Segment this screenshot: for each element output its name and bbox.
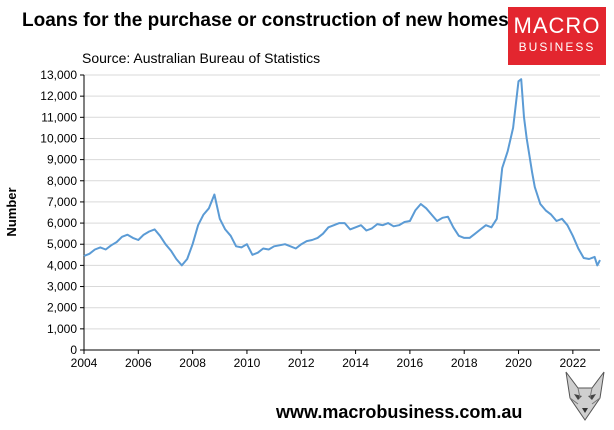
y-tick-label: 1,000 — [47, 322, 77, 336]
source-note: Source: Australian Bureau of Statistics — [82, 50, 321, 66]
y-tick-label: 2,000 — [47, 301, 77, 315]
wolf-icon — [560, 368, 610, 424]
y-tick-label: 7,000 — [47, 195, 77, 209]
x-tick-label: 2022 — [559, 356, 586, 370]
y-tick-label: 12,000 — [40, 89, 77, 103]
y-tick-label: 6,000 — [47, 216, 77, 230]
logo-line-2: BUSINESS — [518, 40, 596, 54]
axis-layer: 0 1,000 2,000 3,000 4,000 5,000 6,000 7,000 8,00… — [40, 68, 600, 370]
x-tick-label: 2018 — [451, 356, 478, 370]
y-axis-title: Number — [4, 187, 19, 236]
x-tick-label: 2014 — [342, 356, 369, 370]
y-tick-label: 10,000 — [40, 131, 77, 145]
y-tick-label: 8,000 — [47, 174, 77, 188]
y-tick-label: 4,000 — [47, 258, 77, 272]
logo-line-1: MACRO — [513, 13, 601, 38]
x-tick-label: 2012 — [288, 356, 315, 370]
y-tick-label: 9,000 — [47, 153, 77, 167]
y-tick-label: 11,000 — [41, 110, 77, 124]
x-tick-label: 2016 — [397, 356, 424, 370]
x-tick-label: 2010 — [234, 356, 261, 370]
footer-url: www.macrobusiness.com.au — [276, 402, 523, 422]
x-tick-label: 2008 — [179, 356, 206, 370]
y-tick-label: 0 — [70, 343, 77, 357]
x-tick-label: 2020 — [505, 356, 532, 370]
series-line — [83, 78, 601, 267]
x-tick-label: 2006 — [125, 356, 152, 370]
page-title: Loans for the purchase or construction o… — [22, 10, 509, 31]
x-tick-label: 2004 — [71, 356, 98, 370]
y-tick-label: 13,000 — [40, 68, 77, 82]
macrobusiness-logo: MACRO BUSINESS — [508, 7, 606, 65]
y-tick-label: 5,000 — [47, 237, 77, 251]
grid-layer — [84, 74, 600, 330]
y-tick-label: 3,000 — [47, 280, 77, 294]
series-layer — [83, 78, 601, 267]
